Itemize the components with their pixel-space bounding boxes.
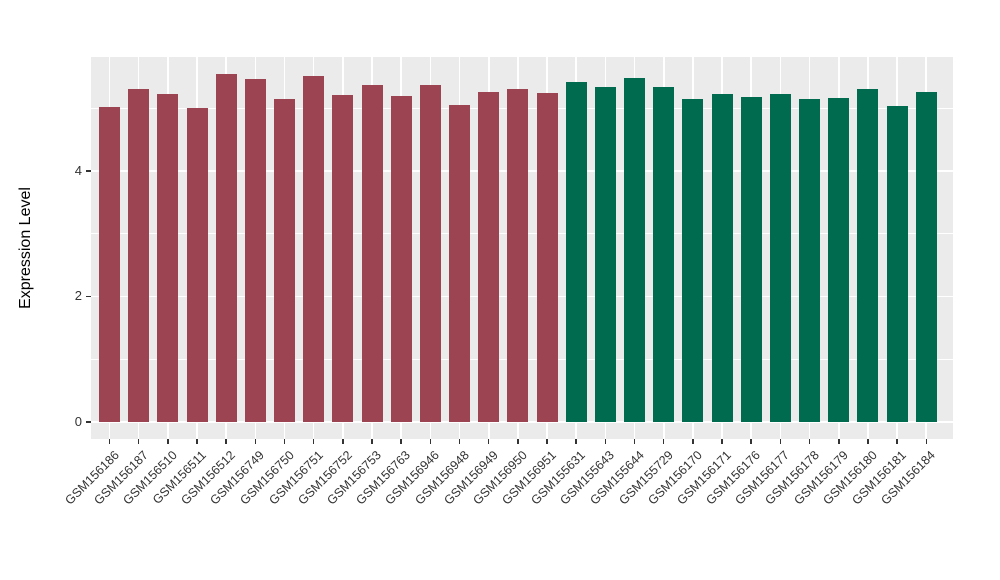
bar-GSM155644 bbox=[624, 78, 646, 422]
y-axis-tick bbox=[86, 170, 91, 172]
bar-GSM156181 bbox=[886, 106, 908, 422]
x-axis-tick bbox=[838, 439, 840, 444]
bar-GSM156170 bbox=[682, 98, 704, 422]
x-axis-tick bbox=[546, 439, 548, 444]
gridline-horizontal-major bbox=[91, 421, 953, 423]
bar-GSM156946 bbox=[419, 84, 441, 422]
x-axis-tick bbox=[692, 439, 694, 444]
bar-GSM156752 bbox=[332, 94, 354, 422]
y-axis-tick bbox=[86, 295, 91, 298]
x-axis-tick bbox=[283, 439, 286, 444]
x-axis-tick bbox=[604, 439, 607, 444]
x-axis-tick bbox=[108, 439, 111, 444]
bar-GSM156171 bbox=[711, 93, 733, 422]
y-axis-tick-label: 0 bbox=[74, 414, 82, 429]
y-axis-tick-label: 4 bbox=[74, 162, 82, 178]
x-axis-tick bbox=[254, 439, 257, 444]
x-axis-tick bbox=[808, 439, 811, 444]
x-axis-tick bbox=[458, 439, 461, 444]
x-axis-tick bbox=[896, 439, 898, 444]
x-axis-tick bbox=[137, 439, 140, 444]
y-axis-title: Expression Level bbox=[17, 187, 34, 309]
x-axis-tick bbox=[750, 439, 752, 444]
bar-GSM156751 bbox=[303, 75, 325, 422]
bar-GSM156187 bbox=[128, 89, 150, 422]
y-axis-tick bbox=[86, 421, 91, 423]
bar-GSM156753 bbox=[361, 84, 383, 422]
bar-GSM156750 bbox=[274, 99, 296, 422]
x-axis-tick bbox=[371, 439, 373, 444]
bar-GSM156950 bbox=[507, 88, 529, 422]
bar-GSM156749 bbox=[244, 79, 266, 422]
bar-GSM156180 bbox=[857, 89, 879, 422]
bar-GSM155643 bbox=[594, 86, 616, 422]
bar-GSM156949 bbox=[478, 91, 500, 422]
bar-GSM155631 bbox=[565, 82, 587, 422]
bar-GSM156184 bbox=[915, 91, 937, 422]
bar-GSM156763 bbox=[390, 96, 412, 422]
y-axis-tick-label: 2 bbox=[74, 288, 82, 304]
x-axis-tick bbox=[225, 439, 227, 444]
bar-GSM156178 bbox=[799, 99, 821, 422]
bar-GSM156186 bbox=[99, 107, 120, 422]
bar-GSM156512 bbox=[215, 74, 237, 422]
x-axis-tick bbox=[517, 439, 519, 444]
x-axis-tick bbox=[342, 439, 344, 444]
x-axis-tick bbox=[312, 439, 315, 444]
x-axis-tick bbox=[429, 439, 432, 444]
x-axis-tick bbox=[487, 439, 490, 444]
x-axis-tick bbox=[721, 439, 723, 444]
x-axis-tick bbox=[575, 439, 577, 444]
x-axis-tick bbox=[779, 439, 782, 444]
x-axis-tick bbox=[662, 439, 665, 444]
x-axis-tick bbox=[196, 439, 198, 444]
bar-GSM156176 bbox=[740, 97, 762, 422]
bar-GSM156179 bbox=[828, 97, 850, 422]
x-axis-tick bbox=[925, 439, 927, 444]
x-axis-tick bbox=[167, 439, 169, 444]
plot-panel bbox=[91, 57, 953, 439]
bar-GSM155729 bbox=[653, 86, 675, 422]
bar-GSM156948 bbox=[449, 104, 471, 422]
x-axis-tick bbox=[400, 439, 402, 444]
bar-GSM156177 bbox=[769, 93, 791, 422]
x-axis-tick bbox=[633, 439, 636, 444]
bar-GSM156510 bbox=[157, 94, 179, 422]
bar-GSM156951 bbox=[536, 92, 558, 422]
bar-GSM156511 bbox=[186, 108, 208, 422]
x-axis-tick bbox=[867, 439, 869, 444]
